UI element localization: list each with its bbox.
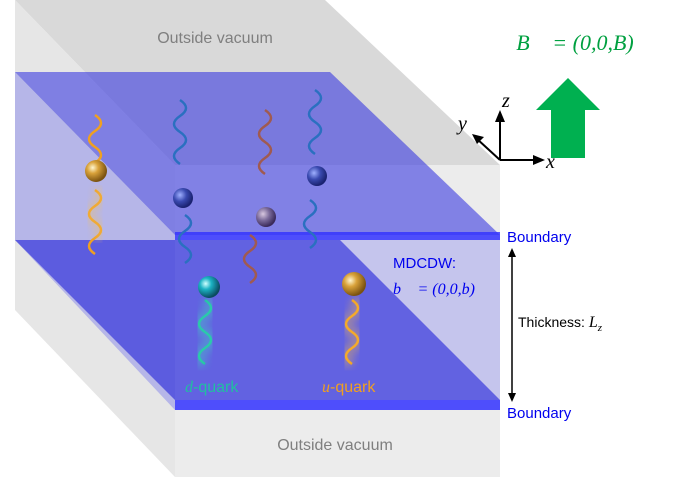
phase-vector: b⃗ = (0,0,b) xyxy=(393,281,475,298)
boundary-plane xyxy=(175,400,500,410)
quark-suffix: -quark xyxy=(193,379,239,396)
axis-label: x xyxy=(545,151,555,173)
boundary-label: Boundary xyxy=(507,405,572,422)
quark-suffix: -quark xyxy=(330,379,376,396)
region-label: Outside vacuum xyxy=(277,437,393,454)
quark-symbol: u xyxy=(322,379,330,396)
thickness-head xyxy=(508,248,516,257)
slab-bottom xyxy=(15,240,500,400)
boundary-plane xyxy=(175,232,500,240)
particles xyxy=(85,160,366,298)
waves xyxy=(84,88,364,369)
axes xyxy=(475,118,538,161)
thickness-label: Thickness: Lz xyxy=(518,314,603,334)
quark-symbol: d xyxy=(185,379,194,396)
axis-head xyxy=(533,155,545,165)
axis-head xyxy=(495,110,505,122)
field-label: B⃗ = (0,0,B) xyxy=(516,30,634,55)
quark-label: u-quark xyxy=(322,379,376,396)
phase-label: MDCDW: xyxy=(393,255,456,272)
field-arrow xyxy=(536,78,600,158)
region-label: Outside vacuum xyxy=(157,30,273,47)
boundary-label: Boundary xyxy=(507,229,572,246)
axis-label: y xyxy=(456,113,467,135)
quark-label: d-quark xyxy=(185,379,239,396)
thickness-head xyxy=(508,393,516,402)
thickness-symbol: L xyxy=(588,314,598,331)
slab-top xyxy=(15,72,500,235)
thickness-text: Thickness: xyxy=(518,314,585,330)
axis-label: z xyxy=(501,90,510,112)
axis-head xyxy=(472,134,484,144)
thickness-subscript: z xyxy=(597,322,603,334)
